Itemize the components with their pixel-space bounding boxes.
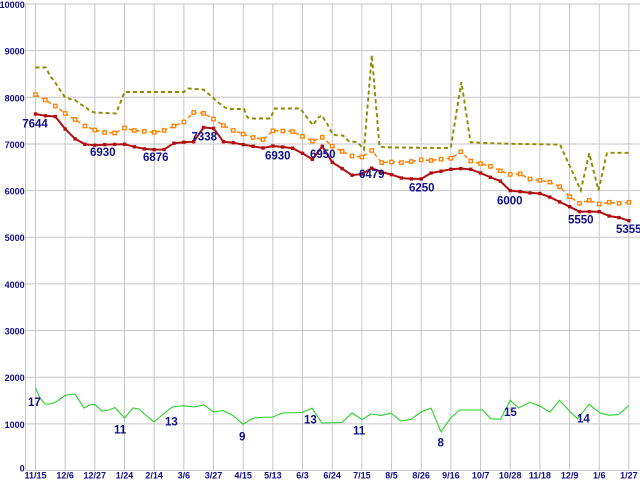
svg-text:2/14: 2/14 — [145, 470, 163, 480]
svg-text:7644: 7644 — [22, 118, 48, 130]
svg-text:6250: 6250 — [409, 182, 435, 194]
svg-text:11/18: 11/18 — [529, 470, 551, 480]
svg-text:9: 9 — [239, 432, 245, 444]
svg-text:8/26: 8/26 — [412, 470, 430, 480]
svg-text:3/27: 3/27 — [205, 470, 223, 480]
svg-text:8000: 8000 — [5, 93, 25, 103]
svg-text:0: 0 — [20, 463, 25, 473]
svg-text:13: 13 — [304, 415, 317, 427]
svg-text:6/3: 6/3 — [296, 470, 309, 480]
svg-text:1/27: 1/27 — [620, 470, 638, 480]
svg-text:6950: 6950 — [310, 149, 336, 161]
svg-text:17: 17 — [28, 397, 41, 409]
svg-text:12/6: 12/6 — [56, 470, 74, 480]
svg-text:5355: 5355 — [616, 224, 640, 236]
svg-text:6930: 6930 — [265, 151, 291, 163]
svg-text:5550: 5550 — [568, 215, 594, 227]
svg-text:1/6: 1/6 — [593, 470, 606, 480]
svg-text:6876: 6876 — [143, 152, 169, 164]
svg-text:9/16: 9/16 — [442, 470, 460, 480]
svg-text:7/15: 7/15 — [353, 470, 371, 480]
svg-text:15: 15 — [504, 407, 517, 419]
svg-text:3000: 3000 — [5, 327, 25, 337]
svg-text:6000: 6000 — [497, 196, 523, 208]
svg-text:14: 14 — [577, 414, 590, 426]
svg-text:11/15: 11/15 — [24, 470, 46, 480]
svg-text:4/15: 4/15 — [234, 470, 252, 480]
svg-text:10000: 10000 — [0, 0, 25, 10]
svg-text:3/6: 3/6 — [178, 470, 191, 480]
svg-text:12/9: 12/9 — [561, 470, 579, 480]
svg-text:9000: 9000 — [5, 47, 25, 57]
svg-text:1/24: 1/24 — [116, 470, 134, 480]
svg-text:10/28: 10/28 — [499, 470, 522, 480]
svg-text:11: 11 — [353, 426, 366, 438]
svg-text:4000: 4000 — [5, 280, 25, 290]
svg-text:7000: 7000 — [5, 140, 25, 150]
svg-text:10/7: 10/7 — [472, 470, 490, 480]
svg-text:7338: 7338 — [192, 132, 218, 144]
svg-text:13: 13 — [165, 417, 178, 429]
svg-text:12/27: 12/27 — [84, 470, 107, 480]
svg-text:6/24: 6/24 — [323, 470, 341, 480]
svg-text:11: 11 — [114, 425, 127, 437]
svg-text:5000: 5000 — [5, 233, 25, 243]
svg-text:6479: 6479 — [359, 169, 385, 181]
svg-text:8/5: 8/5 — [385, 470, 398, 480]
svg-text:5/13: 5/13 — [264, 470, 282, 480]
svg-text:1000: 1000 — [5, 420, 25, 430]
svg-text:8: 8 — [438, 438, 445, 450]
svg-text:6000: 6000 — [5, 187, 25, 197]
svg-text:2000: 2000 — [5, 373, 25, 383]
svg-text:6930: 6930 — [90, 147, 116, 159]
